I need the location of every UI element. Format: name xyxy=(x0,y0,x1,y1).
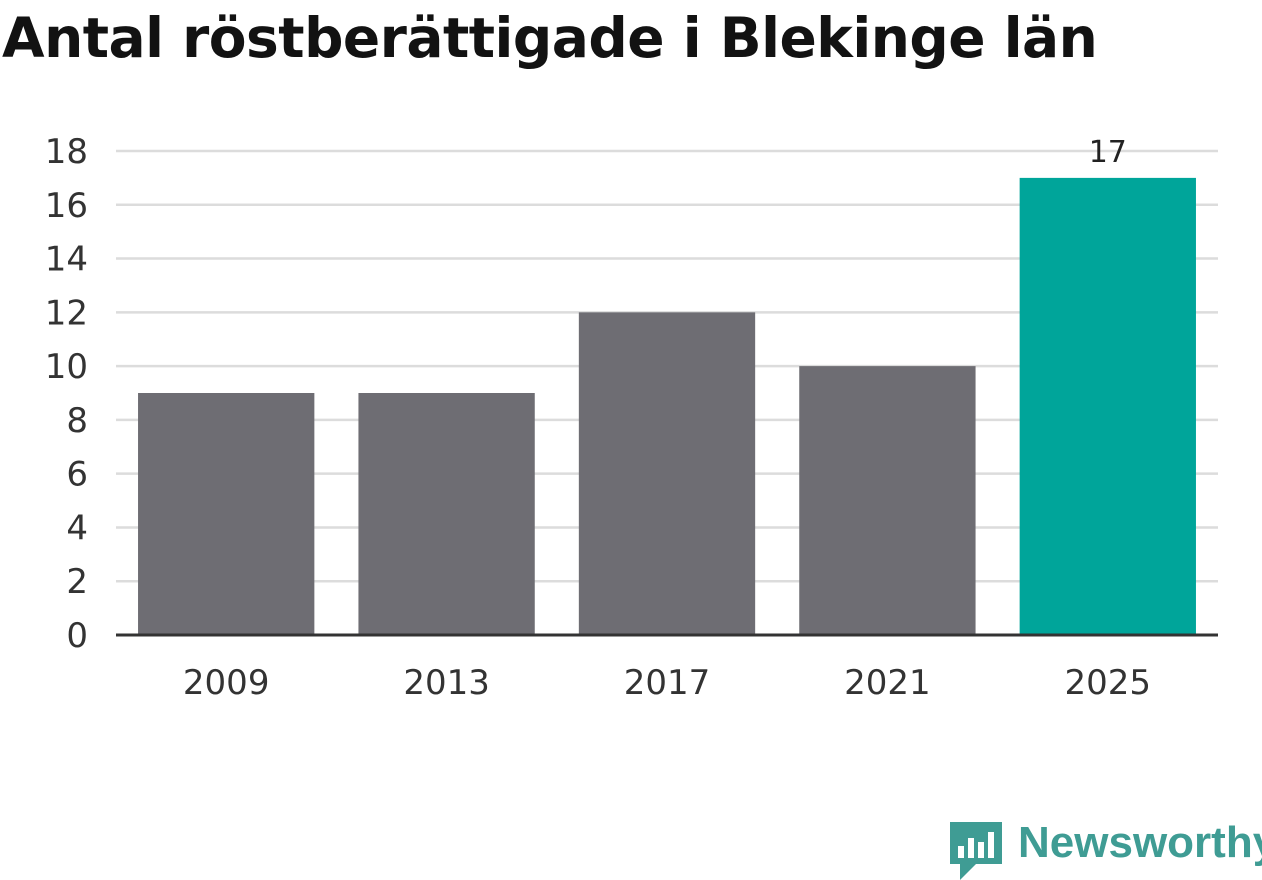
data-label: 17 xyxy=(1089,135,1127,170)
y-axis-ticks: 0 2 4 6 8 10 12 14 16 18 xyxy=(45,132,88,656)
y-tick-label: 4 xyxy=(66,508,88,548)
brand-name: Newsworthy xyxy=(1018,818,1262,867)
x-tick-label: 2021 xyxy=(844,663,931,703)
bar-2021 xyxy=(799,366,976,635)
y-tick-label: 2 xyxy=(66,562,88,602)
newsworthy-brand: Newsworthy xyxy=(950,818,1262,880)
bars xyxy=(138,177,1196,635)
y-tick-label: 14 xyxy=(45,240,88,280)
x-axis-ticks: 2009 2013 2017 2021 2025 xyxy=(183,663,1151,703)
y-tick-label: 6 xyxy=(66,455,88,495)
y-tick-label: 0 xyxy=(66,616,88,656)
newsworthy-logo-icon xyxy=(950,822,1002,880)
chart-title: Antal röstberättigade i Blekinge län xyxy=(2,6,1098,70)
x-tick-label: 2013 xyxy=(403,663,490,703)
y-tick-label: 10 xyxy=(45,347,88,387)
x-tick-label: 2025 xyxy=(1065,663,1152,703)
bar-2017 xyxy=(578,312,756,635)
x-tick-label: 2017 xyxy=(624,663,711,703)
bar-2025 xyxy=(1019,177,1196,635)
y-tick-label: 8 xyxy=(66,401,88,441)
bar-2013 xyxy=(358,393,535,635)
bar-2009 xyxy=(138,393,315,635)
y-tick-label: 12 xyxy=(45,293,88,333)
data-labels: 17 xyxy=(1089,135,1127,170)
bar-chart: 0 2 4 6 8 10 12 14 16 18 17 2009 2013 2017 2021 2025 xyxy=(45,132,1218,703)
y-tick-label: 18 xyxy=(45,132,88,172)
y-tick-label: 16 xyxy=(45,186,88,226)
x-tick-label: 2009 xyxy=(183,663,270,703)
